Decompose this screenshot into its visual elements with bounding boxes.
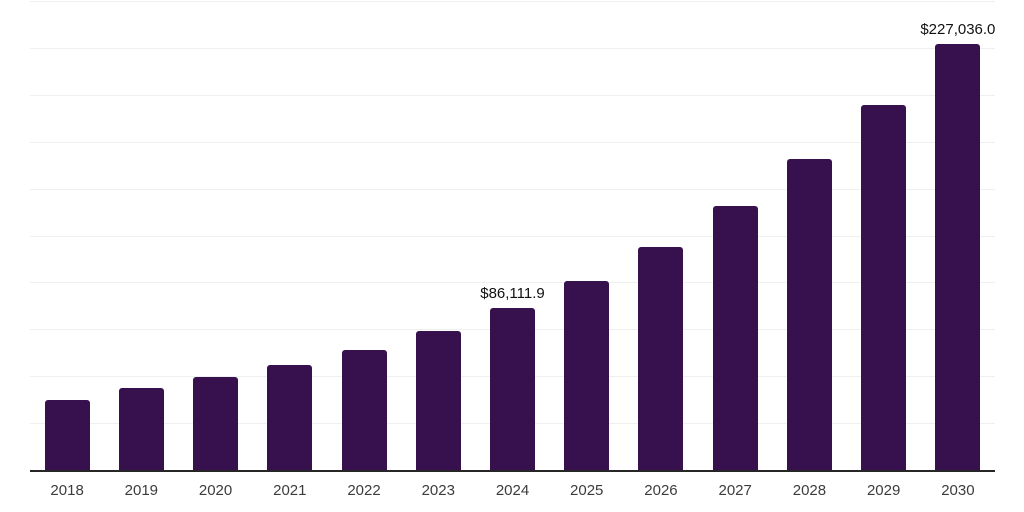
bar-2024 — [490, 308, 535, 470]
data-label-2024: $86,111.9 — [480, 285, 545, 303]
bar-2020 — [193, 376, 239, 470]
x-tick-2027: 2027 — [718, 482, 752, 499]
x-tick-2021: 2021 — [273, 482, 307, 499]
bar-2025 — [564, 281, 610, 470]
x-tick-2022: 2022 — [347, 482, 381, 499]
bar-2022 — [341, 350, 387, 470]
gridline — [30, 235, 995, 237]
bar-2030 — [935, 44, 981, 470]
x-tick-2028: 2028 — [792, 482, 827, 499]
gridline — [30, 282, 995, 284]
x-axis-labels: 2018 2019 2020 2021 2022 2023 2024 2025 2026 2027… — [0, 481, 1024, 505]
bar-2018 — [44, 400, 90, 470]
gridline — [30, 94, 995, 96]
gridline — [30, 188, 995, 190]
x-tick-2023: 2023 — [421, 482, 455, 499]
x-tick-2020: 2020 — [198, 482, 233, 499]
gridline — [30, 1, 995, 2]
x-tick-2029: 2029 — [866, 482, 901, 499]
bar-2026 — [638, 246, 684, 470]
gridline — [30, 141, 995, 143]
x-tick-2024: 2024 — [495, 482, 530, 499]
bar-2019 — [118, 387, 164, 470]
x-tick-2026: 2026 — [644, 482, 678, 499]
data-label-2030: $227,036.0 — [920, 21, 996, 39]
bar-2029 — [861, 105, 907, 470]
x-tick-2025: 2025 — [570, 482, 604, 499]
bar-2023 — [415, 331, 461, 470]
plot-area: $86,111.9 $227,036.0 — [30, 1, 995, 472]
bar-2027 — [712, 206, 758, 470]
x-tick-2019: 2019 — [124, 482, 159, 499]
bar-2028 — [786, 158, 832, 470]
x-tick-2030: 2030 — [941, 482, 975, 499]
bar-2021 — [267, 364, 313, 470]
x-tick-2018: 2018 — [50, 482, 84, 499]
gridline — [30, 47, 995, 49]
